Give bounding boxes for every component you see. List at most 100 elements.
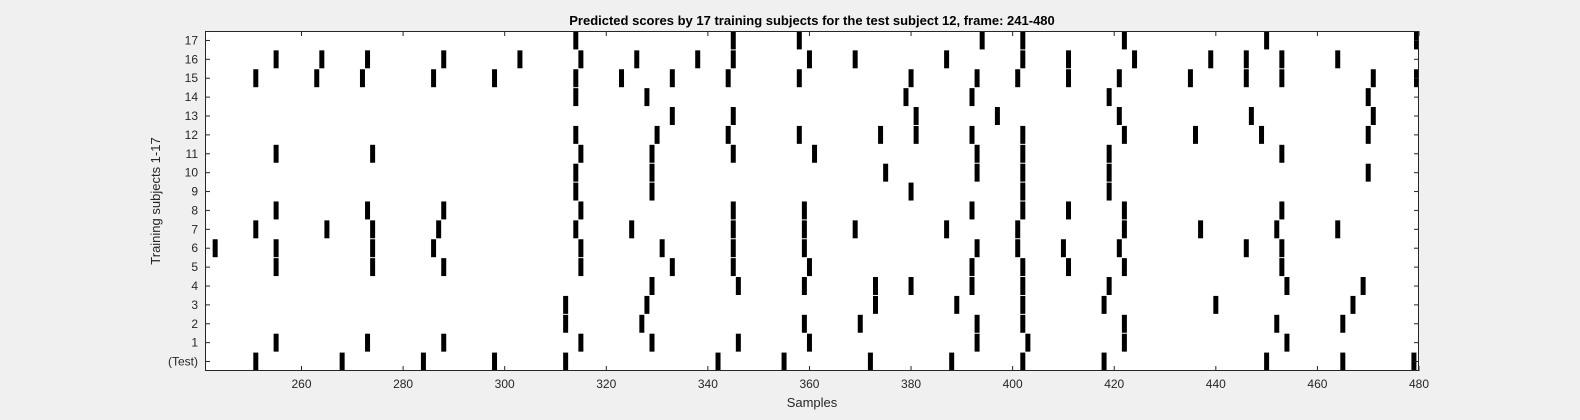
spike-mark [969, 201, 975, 220]
spike-mark [806, 258, 812, 277]
y-tick-label: 13 [185, 109, 199, 123]
y-tick-label: 9 [191, 185, 198, 199]
spike-mark [578, 333, 584, 352]
spike-mark [441, 50, 447, 69]
y-tick-label: 11 [186, 147, 199, 161]
spike-mark [1116, 107, 1122, 125]
spike-mark [1370, 69, 1376, 88]
spike-mark [1340, 352, 1346, 371]
y-axis-label: Training subjects 1-17 [148, 137, 163, 264]
spike-mark [1015, 220, 1021, 239]
y-tick-label: 1 [191, 336, 198, 350]
spike-mark [908, 69, 914, 88]
x-axis-label: Samples [787, 395, 838, 410]
x-tick-label: 400 [1003, 377, 1023, 391]
spike-mark [1020, 163, 1026, 182]
spike-mark [1370, 107, 1376, 125]
spike-mark [730, 144, 736, 163]
spike-mark [908, 277, 914, 295]
spike-mark [1116, 239, 1122, 258]
plot-area [205, 31, 1419, 371]
spike-mark [1121, 220, 1127, 239]
spike-marks [212, 31, 1419, 371]
spike-mark [441, 333, 447, 352]
spike-mark [974, 314, 980, 333]
spike-mark [1025, 333, 1031, 352]
spike-mark [578, 50, 584, 69]
spike-mark [273, 144, 279, 163]
spike-mark [801, 220, 807, 239]
x-tick-label: 300 [495, 377, 515, 391]
x-tick-label: 320 [596, 377, 616, 391]
y-tick-label: 15 [185, 71, 199, 85]
spike-mark [801, 201, 807, 220]
spike-mark [1020, 182, 1026, 201]
spike-mark [1020, 314, 1026, 333]
spike-mark [695, 50, 701, 69]
spike-mark [669, 258, 675, 277]
spike-mark [1198, 220, 1204, 239]
spike-mark [1015, 239, 1021, 258]
spike-mark [1020, 144, 1026, 163]
spike-mark [1106, 88, 1112, 107]
spike-mark [370, 220, 376, 239]
spike-mark [578, 201, 584, 220]
spike-mark [573, 220, 579, 239]
spike-mark [974, 239, 980, 258]
spike-mark [730, 239, 736, 258]
spike-mark [852, 220, 858, 239]
spike-mark [974, 163, 980, 182]
spike-mark [1279, 50, 1285, 69]
spike-mark [324, 220, 330, 239]
spike-mark [852, 50, 858, 69]
spike-mark [365, 50, 371, 69]
x-tick-label: 380 [901, 377, 921, 391]
x-tick-label: 280 [393, 377, 413, 391]
spike-mark [1020, 277, 1026, 295]
spike-mark [563, 314, 569, 333]
spike-mark [370, 239, 376, 258]
spike-mark [796, 69, 802, 88]
x-tick-label: 340 [698, 377, 718, 391]
spike-mark [436, 220, 442, 239]
spike-mark [431, 239, 437, 258]
y-tick-label: 8 [191, 203, 198, 217]
spike-mark [649, 277, 655, 295]
spike-mark [725, 125, 731, 144]
spike-mark [649, 144, 655, 163]
spike-mark [812, 144, 818, 163]
spike-mark [1350, 295, 1356, 314]
spike-mark [1020, 201, 1026, 220]
spike-mark [1020, 125, 1026, 144]
spike-mark [1020, 258, 1026, 277]
spike-mark [1284, 277, 1290, 295]
spike-mark [1274, 314, 1280, 333]
spike-mark [253, 220, 259, 239]
spike-mark [1335, 50, 1341, 69]
spike-mark [1259, 125, 1265, 144]
x-tick-label: 480 [1409, 377, 1429, 391]
x-tick-label: 460 [1307, 377, 1327, 391]
spike-mark [969, 125, 975, 144]
spike-mark [563, 295, 569, 314]
axes-box [205, 31, 1419, 371]
spike-mark [913, 125, 919, 144]
spike-mark [492, 69, 498, 88]
y-tick-label: (Test) [168, 355, 198, 369]
spike-mark [908, 182, 914, 201]
spike-mark [730, 107, 736, 125]
x-axis-ticks: 260 280 300 320 340 360 380 400 420 440 460 480 [291, 31, 1429, 391]
spike-mark [730, 220, 736, 239]
spike-mark [1284, 333, 1290, 352]
spike-mark [1020, 31, 1026, 50]
y-tick-label: 4 [191, 279, 198, 293]
spike-mark [801, 239, 807, 258]
spike-mark [730, 258, 736, 277]
spike-mark [1121, 258, 1127, 277]
spike-mark [649, 333, 655, 352]
spike-mark [563, 352, 569, 371]
spike-mark [1365, 88, 1371, 107]
spike-mark [715, 352, 721, 371]
spike-mark [273, 239, 279, 258]
